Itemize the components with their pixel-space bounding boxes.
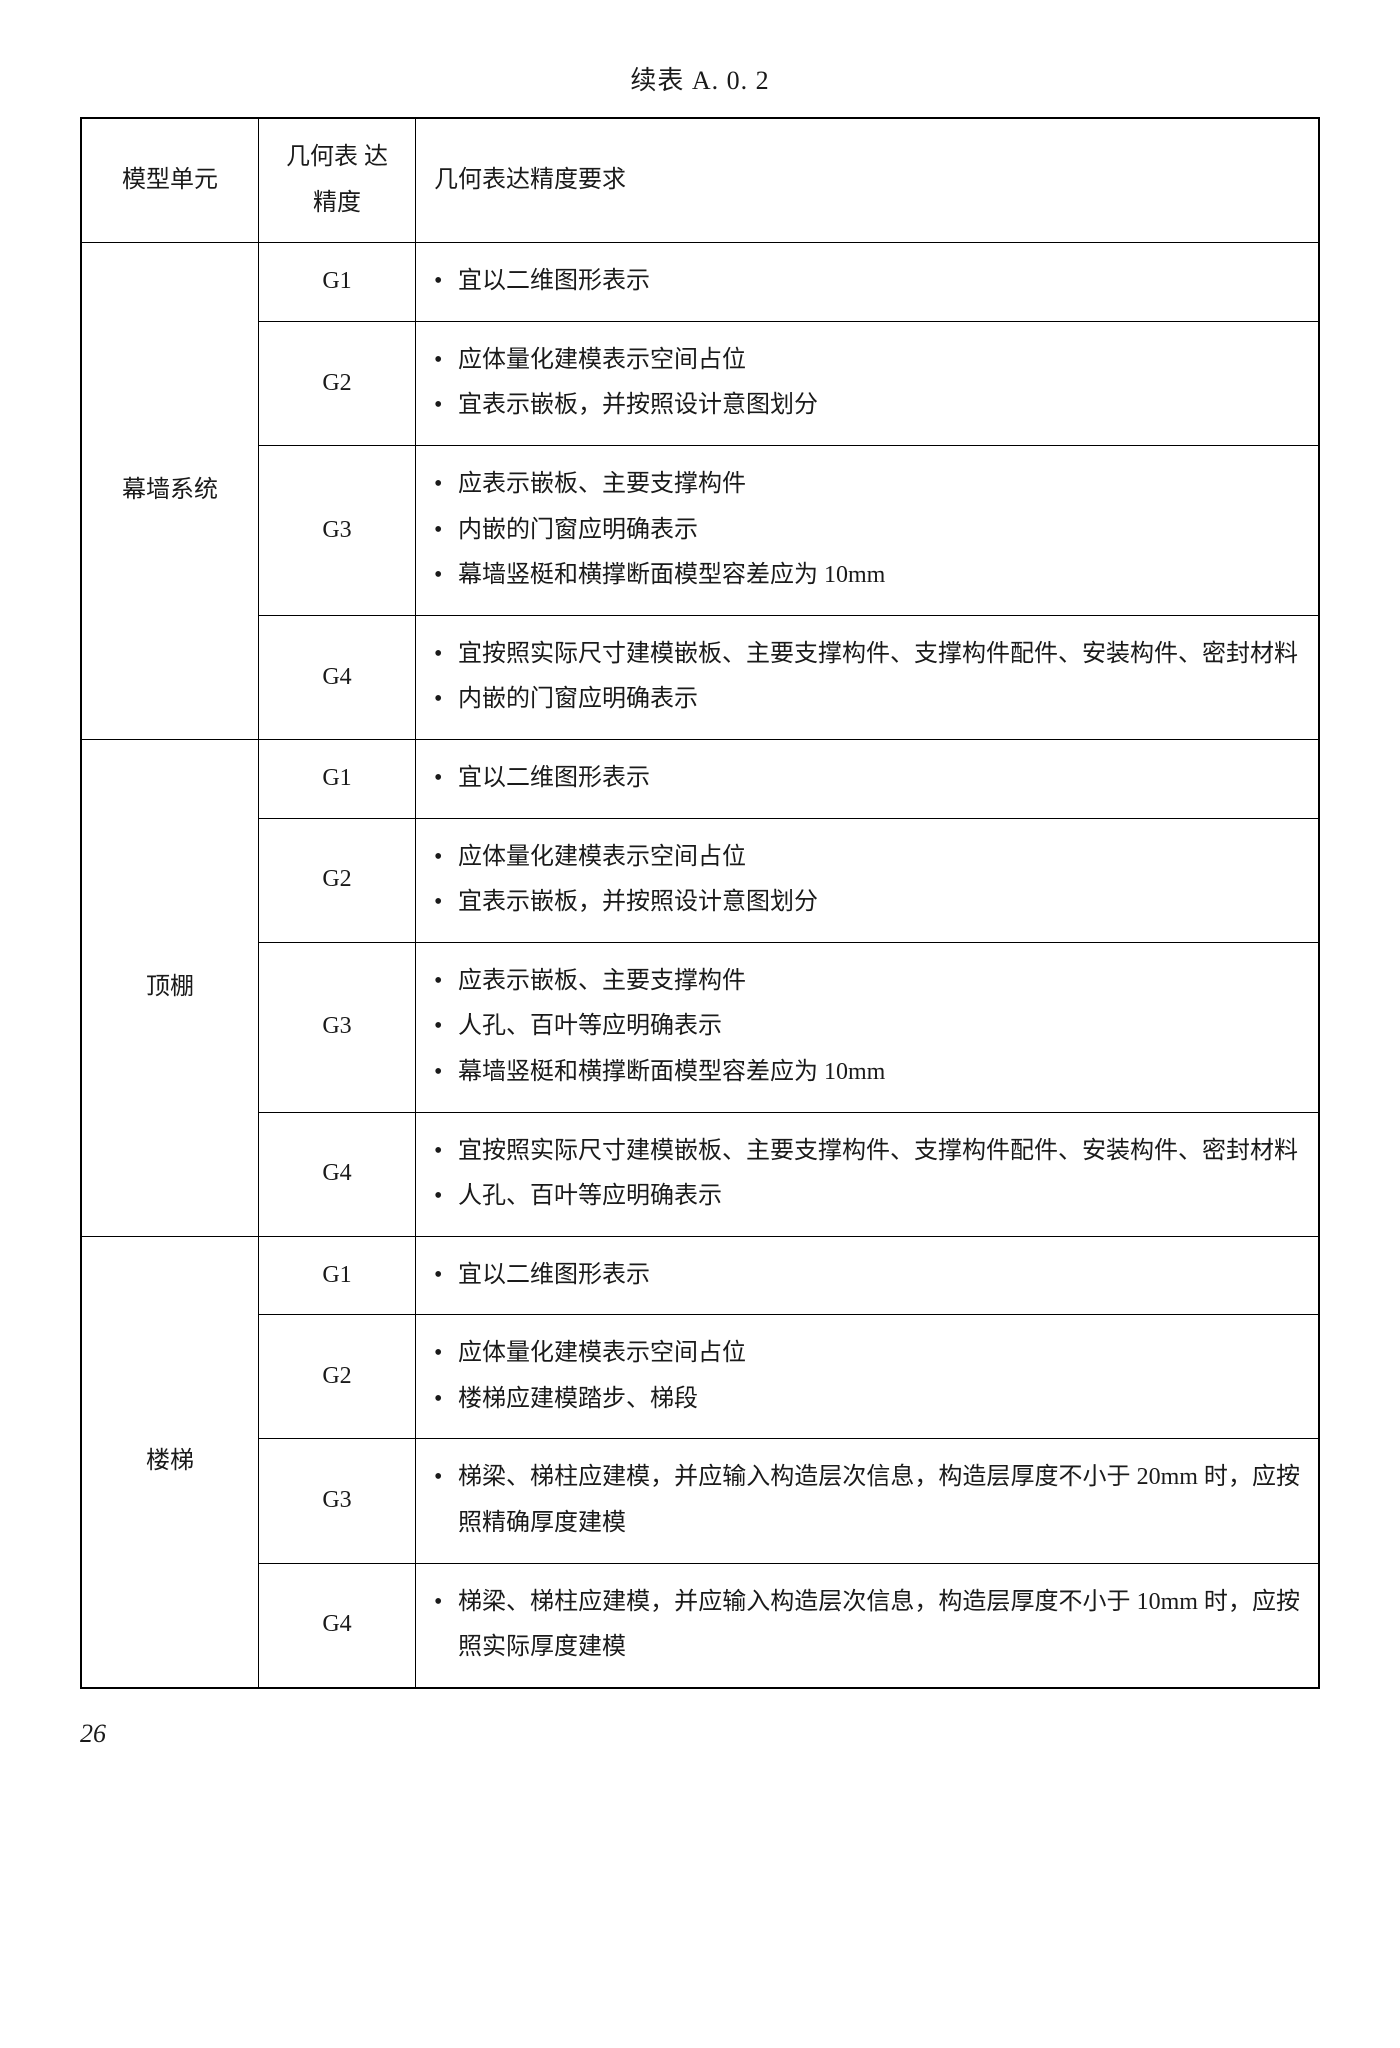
- requirement-item: 宜表示嵌板，并按照设计意图划分: [434, 383, 1300, 429]
- table-row: G2应体量化建模表示空间占位宜表示嵌板，并按照设计意图划分: [81, 818, 1319, 942]
- requirement-list: 宜按照实际尺寸建模嵌板、主要支撑构件、支撑构件配件、安装构件、密封材料内嵌的门窗…: [434, 632, 1300, 723]
- header-unit: 模型单元: [81, 118, 259, 243]
- table-row: G3应表示嵌板、主要支撑构件人孔、百叶等应明确表示幕墙竖梃和横撑断面模型容差应为…: [81, 942, 1319, 1112]
- unit-cell: 幕墙系统: [81, 243, 259, 740]
- requirement-cell: 应表示嵌板、主要支撑构件人孔、百叶等应明确表示幕墙竖梃和横撑断面模型容差应为 1…: [416, 942, 1320, 1112]
- table-row: 顶棚G1宜以二维图形表示: [81, 739, 1319, 818]
- requirement-cell: 应体量化建模表示空间占位宜表示嵌板，并按照设计意图划分: [416, 321, 1320, 445]
- level-cell: G1: [259, 1236, 416, 1315]
- level-cell: G2: [259, 1315, 416, 1439]
- requirement-item: 人孔、百叶等应明确表示: [434, 1174, 1300, 1220]
- table-row: G4宜按照实际尺寸建模嵌板、主要支撑构件、支撑构件配件、安装构件、密封材料内嵌的…: [81, 615, 1319, 739]
- requirement-cell: 宜以二维图形表示: [416, 243, 1320, 322]
- requirement-item: 应表示嵌板、主要支撑构件: [434, 959, 1300, 1005]
- requirement-list: 应表示嵌板、主要支撑构件内嵌的门窗应明确表示幕墙竖梃和横撑断面模型容差应为 10…: [434, 462, 1300, 599]
- table-row: G4梯梁、梯柱应建模，并应输入构造层次信息，构造层厚度不小于 10mm 时，应按…: [81, 1563, 1319, 1688]
- requirement-item: 宜表示嵌板，并按照设计意图划分: [434, 880, 1300, 926]
- header-level: 几何表 达精度: [259, 118, 416, 243]
- level-cell: G4: [259, 1112, 416, 1236]
- requirement-item: 内嵌的门窗应明确表示: [434, 677, 1300, 723]
- requirement-item: 梯梁、梯柱应建模，并应输入构造层次信息，构造层厚度不小于 10mm 时，应按照实…: [434, 1580, 1300, 1671]
- requirement-item: 宜以二维图形表示: [434, 1253, 1300, 1299]
- requirement-list: 应体量化建模表示空间占位宜表示嵌板，并按照设计意图划分: [434, 835, 1300, 926]
- page-number: 26: [80, 1719, 1320, 1749]
- table-row: G4宜按照实际尺寸建模嵌板、主要支撑构件、支撑构件配件、安装构件、密封材料人孔、…: [81, 1112, 1319, 1236]
- table-header-row: 模型单元 几何表 达精度 几何表达精度要求: [81, 118, 1319, 243]
- table-row: 幕墙系统G1宜以二维图形表示: [81, 243, 1319, 322]
- requirement-list: 宜按照实际尺寸建模嵌板、主要支撑构件、支撑构件配件、安装构件、密封材料人孔、百叶…: [434, 1129, 1300, 1220]
- table-title: 续表 A. 0. 2: [80, 60, 1320, 97]
- level-cell: G4: [259, 615, 416, 739]
- level-cell: G2: [259, 321, 416, 445]
- requirement-item: 幕墙竖梃和横撑断面模型容差应为 10mm: [434, 1050, 1300, 1096]
- header-requirement: 几何表达精度要求: [416, 118, 1320, 243]
- requirement-cell: 应体量化建模表示空间占位楼梯应建模踏步、梯段: [416, 1315, 1320, 1439]
- table-row: G3应表示嵌板、主要支撑构件内嵌的门窗应明确表示幕墙竖梃和横撑断面模型容差应为 …: [81, 445, 1319, 615]
- requirement-list: 应体量化建模表示空间占位楼梯应建模踏步、梯段: [434, 1331, 1300, 1422]
- requirement-item: 应体量化建模表示空间占位: [434, 1331, 1300, 1377]
- requirement-list: 宜以二维图形表示: [434, 756, 1300, 802]
- requirement-item: 应体量化建模表示空间占位: [434, 338, 1300, 384]
- requirement-cell: 应表示嵌板、主要支撑构件内嵌的门窗应明确表示幕墙竖梃和横撑断面模型容差应为 10…: [416, 445, 1320, 615]
- requirement-list: 梯梁、梯柱应建模，并应输入构造层次信息，构造层厚度不小于 20mm 时，应按照精…: [434, 1455, 1300, 1546]
- requirement-list: 应表示嵌板、主要支撑构件人孔、百叶等应明确表示幕墙竖梃和横撑断面模型容差应为 1…: [434, 959, 1300, 1096]
- requirement-cell: 应体量化建模表示空间占位宜表示嵌板，并按照设计意图划分: [416, 818, 1320, 942]
- unit-cell: 顶棚: [81, 739, 259, 1236]
- requirement-item: 幕墙竖梃和横撑断面模型容差应为 10mm: [434, 553, 1300, 599]
- table-row: 楼梯G1宜以二维图形表示: [81, 1236, 1319, 1315]
- requirement-item: 应表示嵌板、主要支撑构件: [434, 462, 1300, 508]
- level-cell: G3: [259, 445, 416, 615]
- requirement-cell: 宜以二维图形表示: [416, 1236, 1320, 1315]
- requirement-cell: 宜按照实际尺寸建模嵌板、主要支撑构件、支撑构件配件、安装构件、密封材料人孔、百叶…: [416, 1112, 1320, 1236]
- requirement-item: 应体量化建模表示空间占位: [434, 835, 1300, 881]
- requirement-item: 宜以二维图形表示: [434, 756, 1300, 802]
- level-cell: G1: [259, 243, 416, 322]
- requirement-list: 梯梁、梯柱应建模，并应输入构造层次信息，构造层厚度不小于 10mm 时，应按照实…: [434, 1580, 1300, 1671]
- level-cell: G4: [259, 1563, 416, 1688]
- level-cell: G2: [259, 818, 416, 942]
- requirement-list: 应体量化建模表示空间占位宜表示嵌板，并按照设计意图划分: [434, 338, 1300, 429]
- table-row: G2应体量化建模表示空间占位宜表示嵌板，并按照设计意图划分: [81, 321, 1319, 445]
- unit-cell: 楼梯: [81, 1236, 259, 1688]
- requirement-list: 宜以二维图形表示: [434, 259, 1300, 305]
- table-row: G3梯梁、梯柱应建模，并应输入构造层次信息，构造层厚度不小于 20mm 时，应按…: [81, 1439, 1319, 1563]
- requirement-cell: 宜以二维图形表示: [416, 739, 1320, 818]
- geometry-precision-table: 模型单元 几何表 达精度 几何表达精度要求 幕墙系统G1宜以二维图形表示G2应体…: [80, 117, 1320, 1689]
- requirement-item: 宜按照实际尺寸建模嵌板、主要支撑构件、支撑构件配件、安装构件、密封材料: [434, 632, 1300, 678]
- level-cell: G3: [259, 1439, 416, 1563]
- table-row: G2应体量化建模表示空间占位楼梯应建模踏步、梯段: [81, 1315, 1319, 1439]
- requirement-item: 梯梁、梯柱应建模，并应输入构造层次信息，构造层厚度不小于 20mm 时，应按照精…: [434, 1455, 1300, 1546]
- requirement-item: 楼梯应建模踏步、梯段: [434, 1377, 1300, 1423]
- requirement-cell: 梯梁、梯柱应建模，并应输入构造层次信息，构造层厚度不小于 20mm 时，应按照精…: [416, 1439, 1320, 1563]
- requirement-item: 宜以二维图形表示: [434, 259, 1300, 305]
- requirement-list: 宜以二维图形表示: [434, 1253, 1300, 1299]
- requirement-item: 人孔、百叶等应明确表示: [434, 1004, 1300, 1050]
- requirement-cell: 宜按照实际尺寸建模嵌板、主要支撑构件、支撑构件配件、安装构件、密封材料内嵌的门窗…: [416, 615, 1320, 739]
- level-cell: G3: [259, 942, 416, 1112]
- document-page: 续表 A. 0. 2 模型单元 几何表 达精度 几何表达精度要求 幕墙系统G1宜…: [80, 60, 1320, 1749]
- requirement-item: 内嵌的门窗应明确表示: [434, 508, 1300, 554]
- level-cell: G1: [259, 739, 416, 818]
- requirement-cell: 梯梁、梯柱应建模，并应输入构造层次信息，构造层厚度不小于 10mm 时，应按照实…: [416, 1563, 1320, 1688]
- requirement-item: 宜按照实际尺寸建模嵌板、主要支撑构件、支撑构件配件、安装构件、密封材料: [434, 1129, 1300, 1175]
